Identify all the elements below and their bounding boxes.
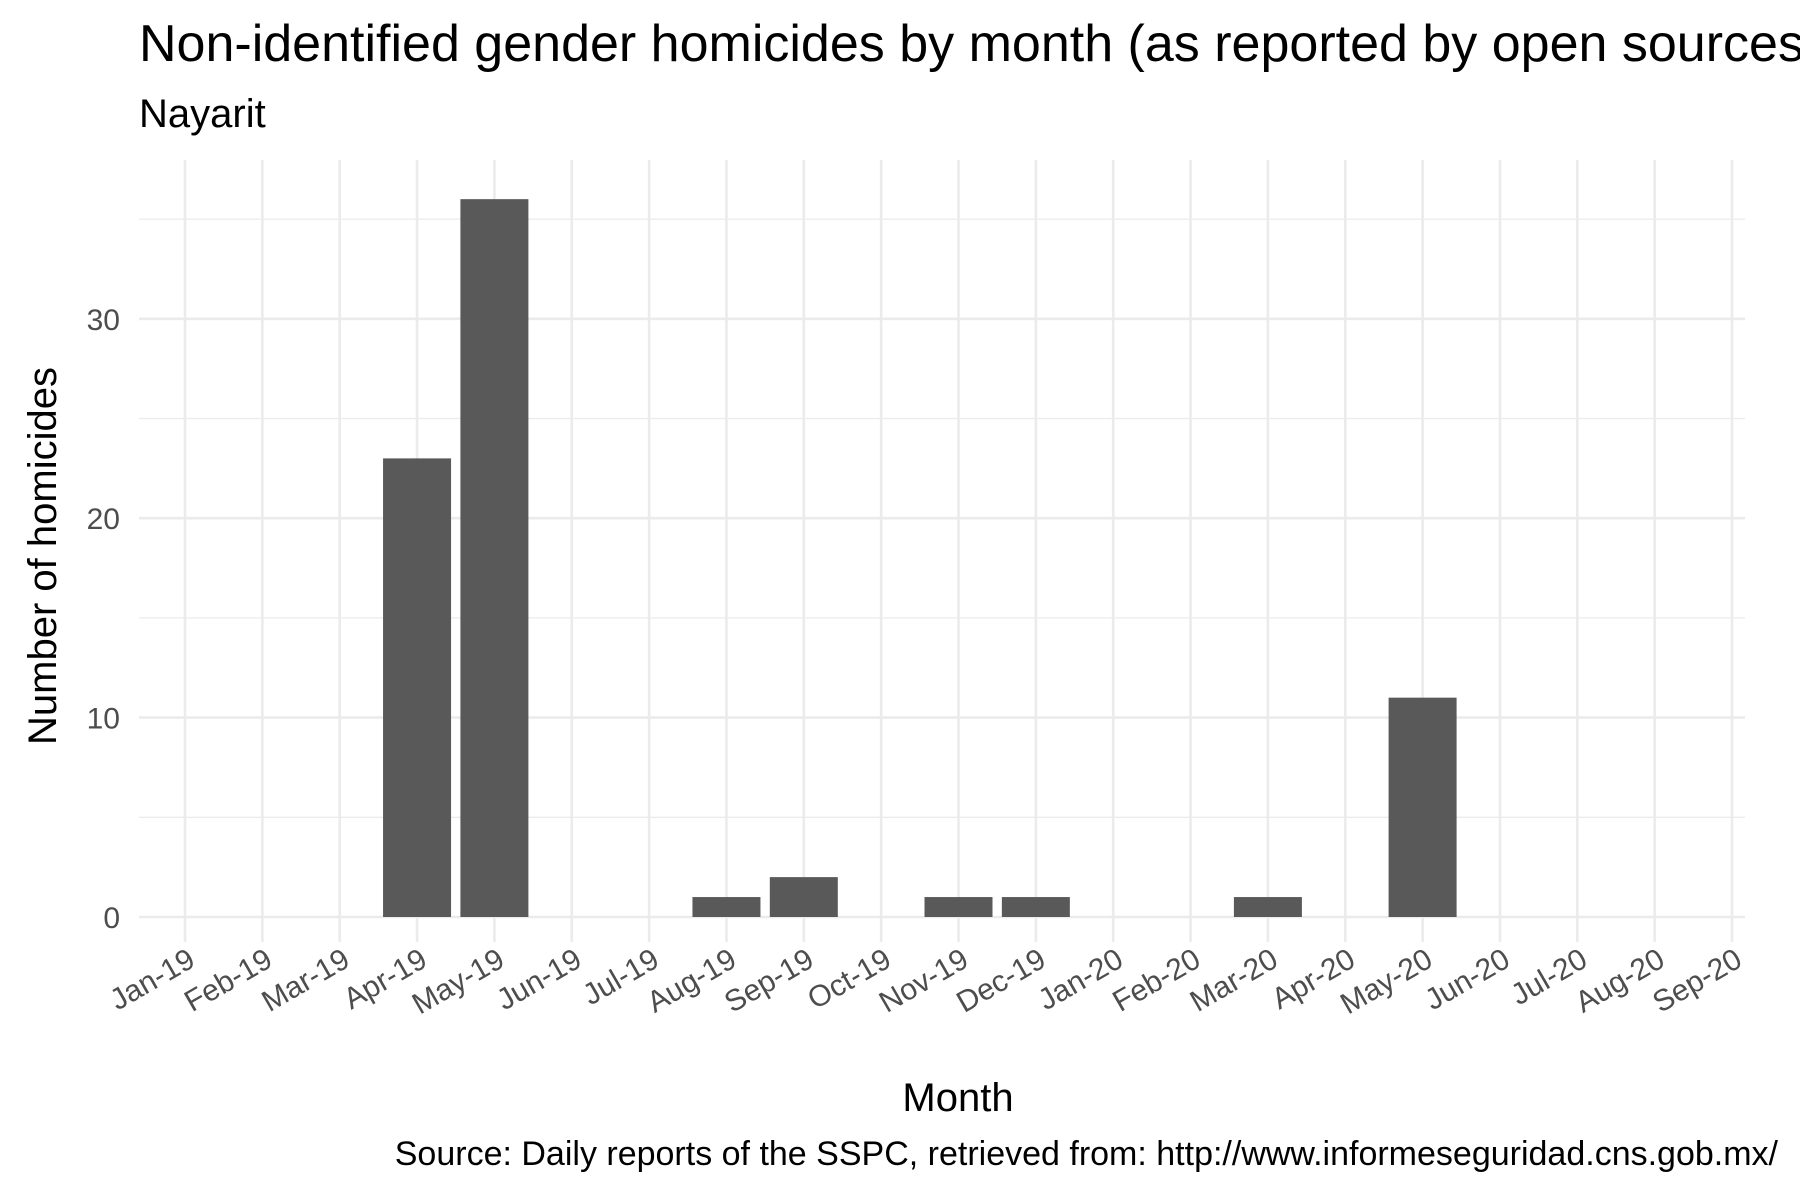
y-tick-label: 30 (87, 304, 120, 337)
y-axis-title: Number of homicides (21, 367, 65, 745)
bar-mar-20 (1233, 897, 1302, 917)
bar-may-19 (460, 199, 529, 917)
bar-dec-19 (1001, 897, 1070, 917)
x-tick-label: Mar-20 (1185, 942, 1284, 1018)
y-tick-labels: 0 10 20 30 (87, 304, 120, 935)
bar-layer (383, 199, 1457, 917)
x-tick-label: Aug-20 (1570, 942, 1670, 1019)
bar-sep-19 (769, 877, 838, 917)
x-tick-label: Dec-19 (951, 942, 1051, 1019)
x-tick-label: Jan-19 (105, 942, 201, 1016)
x-tick-label: Jan-20 (1033, 942, 1129, 1016)
y-tick-label: 0 (103, 902, 120, 935)
x-tick-label: Jun-20 (1420, 942, 1516, 1016)
grid-layer (139, 160, 1745, 942)
chart-caption: Source: Daily reports of the SSPC, retri… (394, 1135, 1778, 1173)
x-tick-label: Sep-20 (1647, 942, 1747, 1019)
x-tick-label: Feb-19 (179, 942, 278, 1018)
x-tick-label: Jun-19 (491, 942, 587, 1016)
x-tick-label: Nov-19 (874, 942, 974, 1019)
bar-apr-19 (383, 458, 452, 917)
x-tick-label: Feb-20 (1107, 942, 1206, 1018)
x-tick-label: Sep-19 (719, 942, 819, 1019)
bar-may-20 (1388, 697, 1457, 917)
chart-title: Non-identified gender homicides by month… (139, 15, 1800, 73)
x-tick-label: Aug-19 (642, 942, 742, 1019)
chart-subtitle: Nayarit (139, 92, 266, 136)
y-tick-label: 20 (87, 503, 120, 536)
x-tick-label: Mar-19 (256, 942, 355, 1018)
bar-nov-19 (924, 897, 993, 917)
bar-aug-19 (692, 897, 761, 917)
x-tick-labels: Jan-19Feb-19Mar-19Apr-19May-19Jun-19Jul-… (105, 942, 1748, 1021)
x-axis-title: Month (902, 1076, 1013, 1120)
y-tick-label: 10 (87, 703, 120, 736)
